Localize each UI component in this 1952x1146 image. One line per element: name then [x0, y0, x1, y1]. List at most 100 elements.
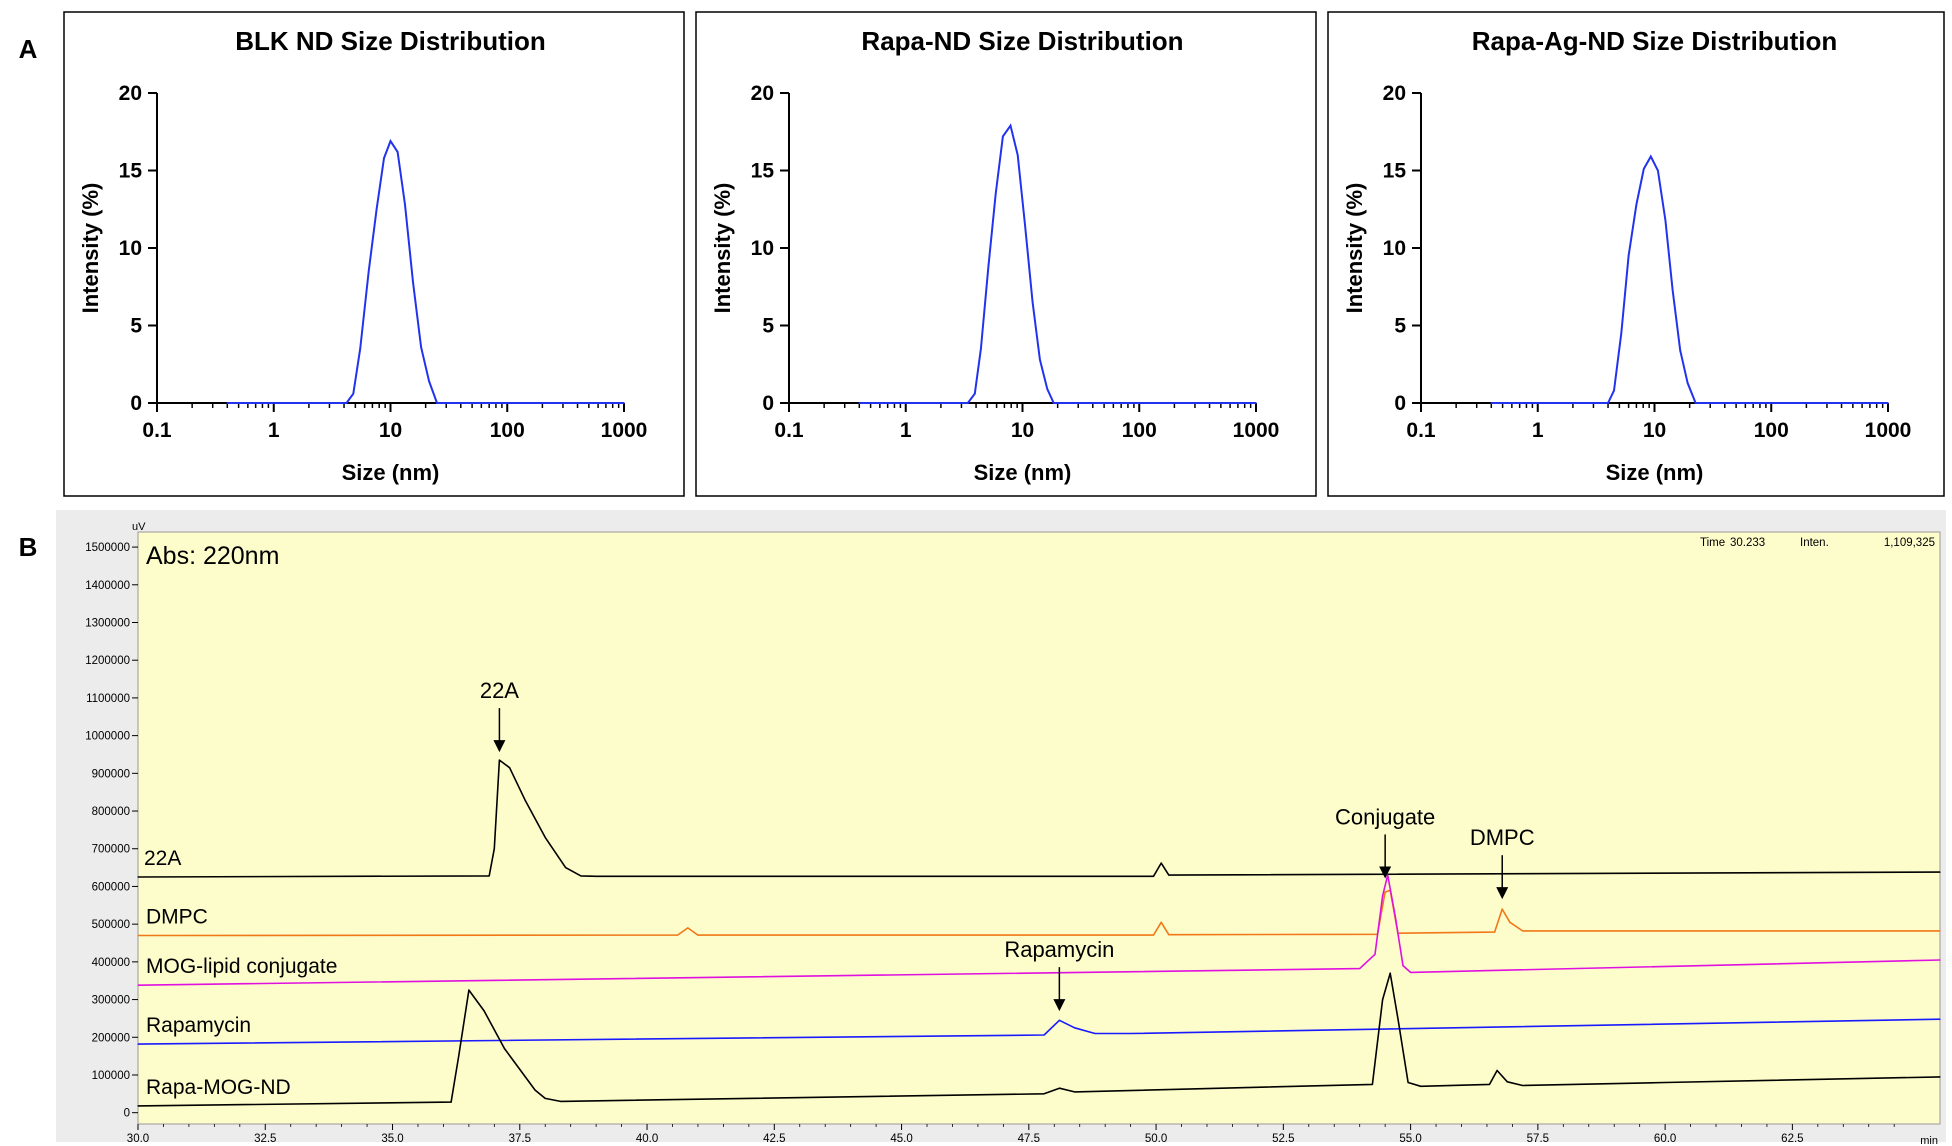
panel-label-a: A: [19, 34, 38, 64]
data-point: [1074, 1091, 1076, 1093]
plot-area: [137, 531, 1941, 1125]
annotation-arrow-head: [1053, 999, 1066, 1012]
data-point: [1506, 1081, 1508, 1083]
trace-line: [137, 972, 1941, 1107]
data-point: [226, 402, 229, 404]
data-point: [498, 759, 500, 761]
data-point: [544, 836, 546, 839]
x-tick-label: 100: [1122, 419, 1157, 442]
x-tick-label: 100: [490, 419, 525, 442]
data-point: [1509, 921, 1511, 923]
y-tick-label: 20: [119, 82, 142, 105]
data-point: [1374, 953, 1376, 955]
panel-frame: [63, 11, 685, 497]
trace-22a: 22A: [137, 759, 1941, 878]
data-point: [677, 934, 679, 936]
y-tick-label: 1200000: [85, 655, 130, 667]
panel-label-b: B: [19, 532, 38, 562]
data-point: [1522, 930, 1524, 932]
y-tick-label: 20: [751, 82, 774, 105]
dls-chart-2: Rapa-ND Size Distribution 0.1 1 10 100 1000 0 5…: [695, 11, 1317, 497]
y-tick-label: 0: [762, 392, 774, 415]
data-point: [544, 1097, 546, 1099]
y-tick-label: 0: [124, 1108, 130, 1120]
y-tick-label: 10: [119, 237, 142, 260]
data-point: [1094, 1032, 1096, 1035]
data-point: [493, 848, 495, 850]
data-point: [1939, 959, 1941, 961]
data-point: [1382, 999, 1384, 1001]
data-point: [1407, 1081, 1409, 1084]
x-tick-label: 32.5: [254, 1133, 276, 1145]
data-point: [503, 1048, 506, 1050]
data-point: [345, 402, 348, 404]
panel-frame: [695, 11, 1317, 497]
trace-rapamycin: Rapamycin: [137, 1014, 1941, 1045]
data-point: [483, 1010, 485, 1012]
y-tick-label: 5: [130, 315, 142, 338]
y-tick-label: 200000: [92, 1032, 130, 1044]
data-point: [1620, 332, 1623, 335]
data-point: [1402, 965, 1404, 967]
x-tick-label: 1: [1532, 419, 1544, 442]
annotation-label: Rapamycin: [1004, 937, 1114, 962]
data-point: [1359, 968, 1361, 970]
data-point: [1657, 169, 1659, 172]
data-point: [458, 1055, 460, 1057]
data-point: [383, 157, 385, 159]
data-point: [375, 208, 378, 211]
y-tick-label: 0: [1394, 392, 1406, 415]
data-point: [994, 193, 997, 195]
y-tick-label: 1100000: [86, 693, 130, 705]
annotation-arrow-head: [493, 740, 506, 753]
trace-label: Rapamycin: [146, 1014, 251, 1037]
data-point: [524, 799, 526, 801]
data-point: [967, 402, 969, 404]
y-tick-label: 5: [762, 315, 774, 338]
y-axis-label: Intensity (%): [710, 183, 735, 314]
data-point: [404, 203, 406, 206]
data-point: [565, 867, 567, 869]
data-point: [1679, 349, 1681, 352]
x-tick-label: 35.0: [381, 1133, 403, 1145]
data-point: [1410, 971, 1412, 974]
data-point: [509, 767, 511, 769]
data-point: [1613, 389, 1615, 392]
data-point: [359, 348, 362, 350]
x-tick-label: 47.5: [1018, 1133, 1040, 1145]
data-point: [1488, 1083, 1491, 1085]
data-point: [1043, 1034, 1045, 1036]
data-point: [1939, 1076, 1941, 1078]
chart-title: BLK ND Size Distribution: [235, 26, 546, 56]
y-tick-label: 15: [1383, 160, 1407, 183]
data-point: [1016, 154, 1019, 156]
data-point: [428, 380, 430, 383]
data-point: [1389, 972, 1391, 974]
data-point: [1382, 895, 1384, 897]
y-unit-label: uV: [132, 521, 146, 533]
y-tick-label: 10: [1383, 237, 1406, 260]
data-point: [1031, 301, 1034, 304]
data-point: [389, 140, 392, 142]
x-tick-label: 52.5: [1272, 1133, 1294, 1145]
x-unit-label: min: [1920, 1135, 1938, 1146]
x-tick-label: 45.0: [890, 1133, 912, 1145]
data-point: [1939, 871, 1941, 873]
data-point: [412, 281, 414, 283]
x-axis-label: Size (nm): [1606, 460, 1704, 485]
data-point: [1501, 908, 1503, 910]
data-point: [1694, 402, 1697, 404]
data-point: [1130, 1032, 1132, 1035]
data-point: [1168, 874, 1170, 876]
data-point: [1635, 203, 1638, 206]
chart-title: Rapa-ND Size Distribution: [861, 26, 1183, 56]
data-point: [1939, 930, 1941, 932]
data-point: [1397, 1017, 1399, 1020]
y-tick-label: 1300000: [85, 617, 130, 629]
data-point: [1168, 934, 1170, 936]
data-point: [1686, 382, 1689, 384]
annotation-label: 22A: [480, 678, 519, 703]
